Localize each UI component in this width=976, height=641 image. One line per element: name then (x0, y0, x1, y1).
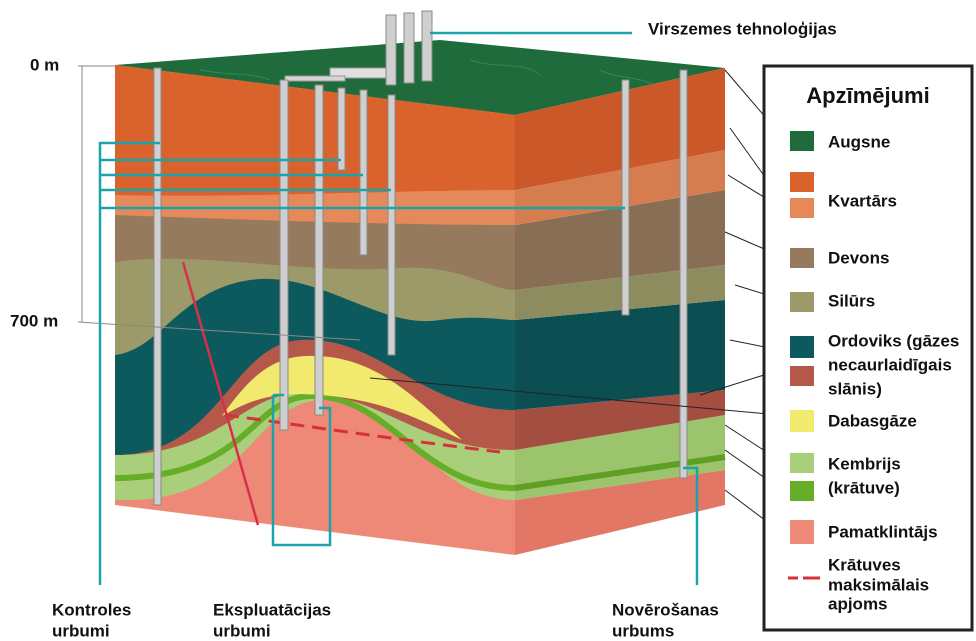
swatch (790, 292, 814, 312)
legend-label: Dabasgāze (828, 411, 917, 430)
legend-label: slānis) (828, 379, 882, 398)
diagram: 0 m 700 m Virszemes tehnoloģijas Kontrol… (0, 0, 976, 641)
swatch (790, 410, 814, 432)
legend-label: apjoms (828, 594, 888, 613)
swatch (790, 453, 814, 473)
well-group-label: urbumi (52, 621, 110, 640)
swatch (790, 172, 814, 192)
swatch (790, 481, 814, 501)
well-group-label: urbums (612, 621, 674, 640)
well-group-label: Kontroles (52, 600, 131, 619)
legend-label: Augsne (828, 132, 890, 151)
legend-label: Devons (828, 248, 889, 267)
well-group-label: Novērošanas (612, 600, 719, 619)
swatch (790, 248, 814, 268)
legend: Apzīmējumi Augsne Kvartārs Devons Silūrs… (764, 66, 972, 630)
legend-label: Pamatklintājs (828, 522, 938, 541)
legend-label: maksimālais (828, 575, 929, 594)
legend-label: necaurlaidīgais (828, 355, 952, 374)
legend-label: Krātuves (828, 555, 901, 574)
swatch (790, 198, 814, 218)
swatch (790, 336, 814, 358)
side-face (515, 68, 725, 555)
legend-label: Kembrijs (828, 454, 901, 473)
swatch (790, 520, 814, 544)
depth-label: 700 m (10, 311, 58, 330)
surface-label: Virszemes tehnoloģijas (648, 19, 837, 38)
legend-label: Ordoviks (gāzes (828, 331, 959, 350)
well-group-label: urbumi (213, 621, 271, 640)
depth-label: 0 m (30, 55, 59, 74)
legend-label: Silūrs (828, 291, 875, 310)
well-group-label: Ekspluatācijas (213, 600, 331, 619)
swatch (790, 366, 814, 386)
legend-title: Apzīmējumi (806, 83, 929, 108)
legend-label: (krātuve) (828, 478, 900, 497)
swatch (790, 131, 814, 151)
legend-label: Kvartārs (828, 191, 897, 210)
